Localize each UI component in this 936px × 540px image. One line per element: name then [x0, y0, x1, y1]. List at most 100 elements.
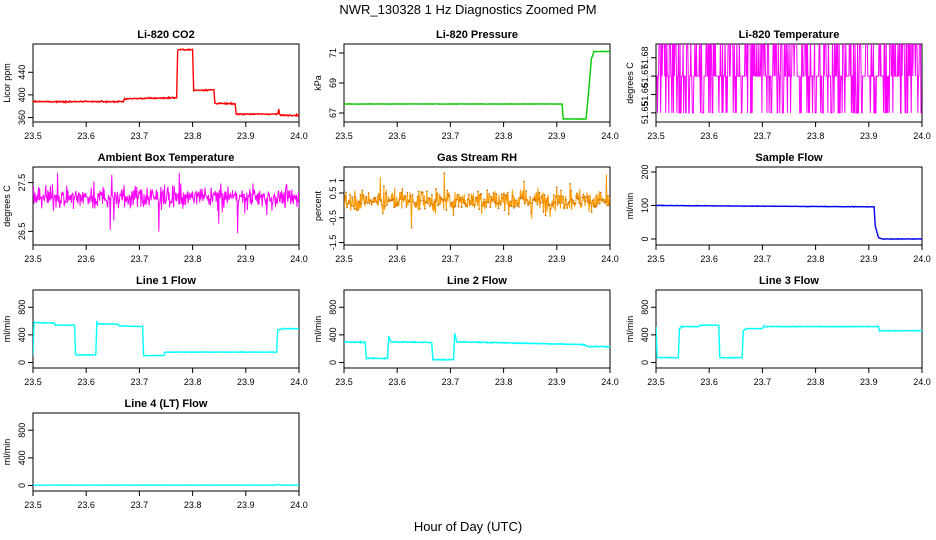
series-line [33, 48, 299, 118]
x-tick-label: 23.6 [700, 377, 718, 387]
series-point [514, 199, 517, 202]
x-tick-label: 23.9 [237, 377, 255, 387]
series-point [386, 204, 388, 207]
x-tick-label: 23.9 [548, 254, 566, 264]
series-point [555, 186, 558, 189]
series-point [535, 192, 538, 195]
x-axis: 23.5 23.6 23.7 23.8 23.9 24.0 [647, 245, 931, 264]
series-point [428, 197, 430, 200]
series-point [383, 185, 385, 188]
y-tick-label: 400 [17, 87, 27, 102]
x-tick-label: 23.6 [77, 254, 95, 264]
series-point [490, 195, 493, 198]
series-point [570, 190, 573, 192]
x-axis: 23.5 23.6 23.7 23.8 23.9 24.0 [24, 491, 308, 510]
x-tick-label: 23.6 [77, 377, 95, 387]
x-tick-label: 23.8 [184, 500, 202, 510]
y-tick-label: 200 [640, 165, 650, 180]
series-point [402, 198, 405, 201]
x-tick-label: 24.0 [913, 377, 931, 387]
series-point [550, 204, 553, 207]
series-point [418, 208, 421, 210]
series-point [493, 200, 496, 203]
series-point [440, 197, 443, 199]
series-point [477, 190, 479, 193]
series-point [542, 211, 545, 213]
y-axis-label: ml/min [625, 193, 635, 220]
series-point [381, 212, 384, 215]
y-axis: 0 400 800 [640, 300, 656, 365]
series-point [539, 201, 542, 204]
series-point [552, 194, 555, 197]
x-tick-label: 23.6 [700, 131, 718, 141]
panel-title: Line 2 Flow [447, 275, 507, 287]
x-tick-label: 23.8 [495, 131, 513, 141]
series-point [429, 205, 431, 208]
series-point [520, 197, 522, 200]
series-point [562, 195, 564, 198]
series-line [344, 333, 610, 362]
series-point [538, 191, 541, 194]
series-point [442, 198, 445, 201]
series-point [404, 194, 407, 197]
x-tick-label: 23.8 [184, 377, 202, 387]
panel-8: Line 2 Flow ml/min 23.5 23.6 23.7 23.8 23.9 24.… [313, 275, 619, 387]
x-tick-label: 23.7 [131, 500, 149, 510]
series-point [438, 202, 441, 205]
series-point [347, 202, 349, 205]
series-point [435, 188, 437, 190]
x-tick-label: 23.6 [388, 377, 406, 387]
series-point [356, 209, 359, 212]
y-axis: 67 69 71 [328, 48, 344, 118]
series-line [344, 173, 610, 228]
series-line [656, 324, 922, 360]
x-tick-label: 23.8 [184, 131, 202, 141]
series-point [344, 195, 346, 198]
y-axis: 26.5 27.5 [17, 174, 33, 240]
series-point [598, 202, 601, 205]
y-axis-label: ml/min [313, 316, 323, 343]
series-point [447, 193, 450, 196]
series-point [557, 201, 560, 203]
panel-title: Line 1 Flow [136, 275, 196, 287]
series-point [575, 195, 578, 197]
series-point [399, 196, 402, 199]
series-point [410, 226, 413, 229]
series-point [366, 201, 369, 204]
series-point [601, 200, 604, 203]
panel-7: Line 1 Flow ml/min 23.5 23.6 23.7 23.8 23.9 24.… [2, 275, 308, 387]
y-axis: 0 400 800 [328, 300, 344, 365]
series-point [572, 200, 575, 202]
series-point [576, 197, 579, 200]
y-tick-label: 100 [640, 198, 650, 213]
series-point [454, 204, 457, 207]
series-point [503, 209, 506, 212]
series-point [348, 200, 351, 203]
series-point [456, 193, 459, 196]
series-point [518, 205, 520, 208]
series-point [483, 198, 486, 201]
series-point [351, 196, 354, 198]
series-point [391, 199, 393, 202]
series-point [460, 206, 463, 208]
y-axis-label: ml/min [2, 439, 12, 466]
plot-frame [32, 43, 300, 123]
series-point [488, 193, 491, 195]
x-axis: 23.5 23.6 23.7 23.8 23.9 24.0 [24, 245, 308, 264]
series-point [374, 197, 377, 200]
series-point [559, 189, 562, 192]
series-point [398, 199, 401, 201]
series-point [470, 196, 473, 199]
series-point [472, 198, 474, 201]
x-tick-label: 23.9 [860, 254, 878, 264]
series-point [421, 191, 424, 194]
series-point [511, 195, 514, 198]
series-point [549, 207, 552, 210]
x-tick-label: 23.9 [237, 131, 255, 141]
series-point [584, 200, 587, 203]
series-point [350, 204, 353, 206]
series-point [463, 202, 466, 205]
x-tick-label: 23.5 [335, 254, 353, 264]
series-point [501, 196, 504, 199]
series-point [605, 200, 607, 203]
